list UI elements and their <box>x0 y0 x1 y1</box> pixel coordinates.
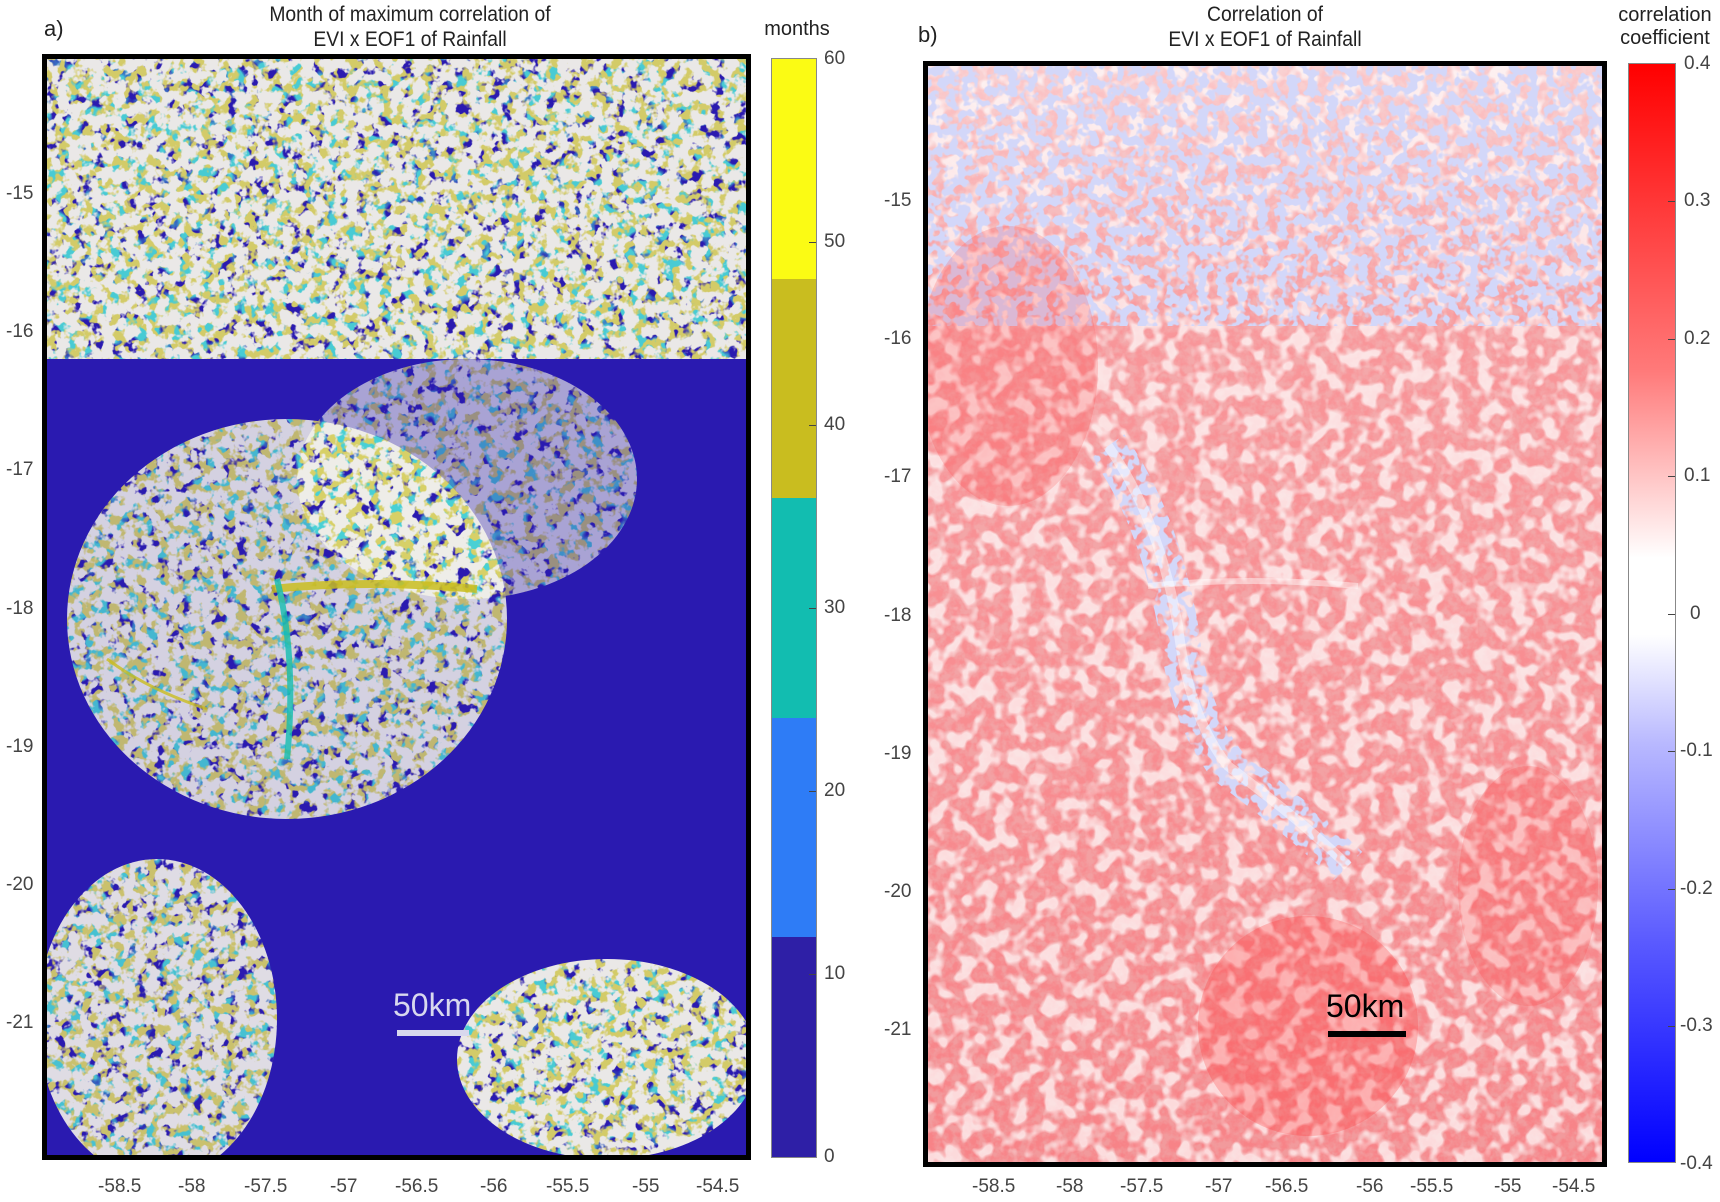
panel-a-xtick: -54.5 <box>696 1176 740 1197</box>
panel-b-xtick: -58 <box>1056 1176 1084 1197</box>
panel-b-xtick: -54.5 <box>1552 1176 1596 1197</box>
panel-b-xtick: -58.5 <box>972 1176 1016 1197</box>
panel-a-colorbar-tick: 20 <box>824 780 846 801</box>
panel-a-ytick: -19 <box>6 736 34 757</box>
panel-b-xtick: -55 <box>1494 1176 1522 1197</box>
panel-a-colorbar-tick: 0 <box>824 1146 835 1167</box>
panel-a-colorbar-tick: 30 <box>824 597 846 618</box>
panel-a-label: a) <box>44 16 64 41</box>
panel-a-scale-label: 50km <box>393 987 472 1023</box>
panel-b-label: b) <box>918 22 938 47</box>
panel-b-xtick: -55.5 <box>1410 1176 1454 1197</box>
panel-a-xtick: -58 <box>178 1176 206 1197</box>
panel-b-xtick: -56.5 <box>1265 1176 1309 1197</box>
panel-b-xtick: -57 <box>1205 1176 1233 1197</box>
panel-b-xtick: -56 <box>1356 1176 1384 1197</box>
panel-a-xtick: -57 <box>330 1176 358 1197</box>
panel-b-scale-bar <box>1328 1031 1406 1037</box>
panel-a-ytick: -20 <box>6 874 34 895</box>
panel-b-colorbar-tick: -0.1 <box>1680 740 1713 761</box>
panel-a-title-line2: EVI x EOF1 of Rainfall <box>313 28 507 51</box>
panel-a-ytick: -17 <box>6 459 34 480</box>
panel-a-ytick: -16 <box>6 321 34 342</box>
panel-a-xtick: -56.5 <box>395 1176 439 1197</box>
panel-b-colorbar-tick: -0.4 <box>1680 1153 1713 1174</box>
panel-a-scale-bar <box>397 1030 469 1036</box>
panel-b-colorbar-tick: 0.2 <box>1684 328 1711 349</box>
panel-a-map: 50km <box>42 54 751 1160</box>
panel-a-xtick: -57.5 <box>244 1176 288 1197</box>
panel-b-colorbar-title: correlation coefficient <box>1612 4 1718 50</box>
panel-b-colorbar-tick: 0.4 <box>1684 53 1711 74</box>
panel-b-ytick: -15 <box>884 190 912 211</box>
panel-a-ytick: -15 <box>6 183 34 204</box>
panel-b-title: Correlation of EVI x EOF1 of Rainfall <box>1113 2 1417 52</box>
panel-a-xtick: -55.5 <box>546 1176 590 1197</box>
panel-a-colorbar-tick: 40 <box>824 414 846 435</box>
panel-a-xtick: -58.5 <box>98 1176 142 1197</box>
colorbar-bin-48-60 <box>772 59 816 279</box>
panel-a-colorbar-tick: 50 <box>824 231 846 252</box>
panel-b-title-line1: Correlation of <box>1207 3 1323 26</box>
panel-b-colorbar-tick: 0.3 <box>1684 190 1711 211</box>
panel-a-map-raster <box>47 59 746 1155</box>
panel-a-ytick: -21 <box>6 1012 34 1033</box>
panel-b-ytick: -16 <box>884 328 912 349</box>
panel-b-ytick: -21 <box>884 1019 912 1040</box>
colorbar-bin-12-24 <box>772 717 816 938</box>
panel-b-ytick: -20 <box>884 881 912 902</box>
panel-a-colorbar-tick: 10 <box>824 963 846 984</box>
panel-b-colorbar-title-line2: coefficient <box>1620 27 1710 49</box>
panel-b-colorbar-tick: -0.2 <box>1680 878 1713 899</box>
panel-b-ytick: -18 <box>884 605 912 626</box>
colorbar-bin-36-48 <box>772 278 816 499</box>
panel-b-map: 50km <box>923 61 1607 1167</box>
panel-a-title-line1: Month of maximum correlation of <box>269 3 551 26</box>
panel-b-scale-label: 50km <box>1326 988 1405 1024</box>
panel-a-colorbar-tick: 60 <box>824 48 846 69</box>
panel-b-xtick: -57.5 <box>1120 1176 1164 1197</box>
panel-b-colorbar-tick: -0.3 <box>1680 1015 1713 1036</box>
panel-a-ytick: -18 <box>6 598 34 619</box>
panel-b-colorbar-tick: 0.1 <box>1684 465 1711 486</box>
panel-b-ytick: -19 <box>884 743 912 764</box>
panel-a-xtick: -56 <box>480 1176 508 1197</box>
panel-b-ytick: -17 <box>884 466 912 487</box>
panel-b-map-raster <box>928 66 1602 1162</box>
panel-a-colorbar-title: months <box>764 18 830 40</box>
panel-a-title: Month of maximum correlation of EVI x EO… <box>254 2 567 52</box>
colorbar-bin-0-12 <box>772 937 816 1157</box>
panel-a-xtick: -55 <box>632 1176 660 1197</box>
panel-b-colorbar-title-line1: correlation <box>1618 4 1712 26</box>
panel-b-colorbar-tick: 0 <box>1690 603 1701 624</box>
colorbar-bin-24-36 <box>772 498 816 718</box>
panel-b-colorbar <box>1628 63 1676 1163</box>
panel-b-title-line2: EVI x EOF1 of Rainfall <box>1168 28 1362 51</box>
panel-a-colorbar <box>771 58 817 1158</box>
